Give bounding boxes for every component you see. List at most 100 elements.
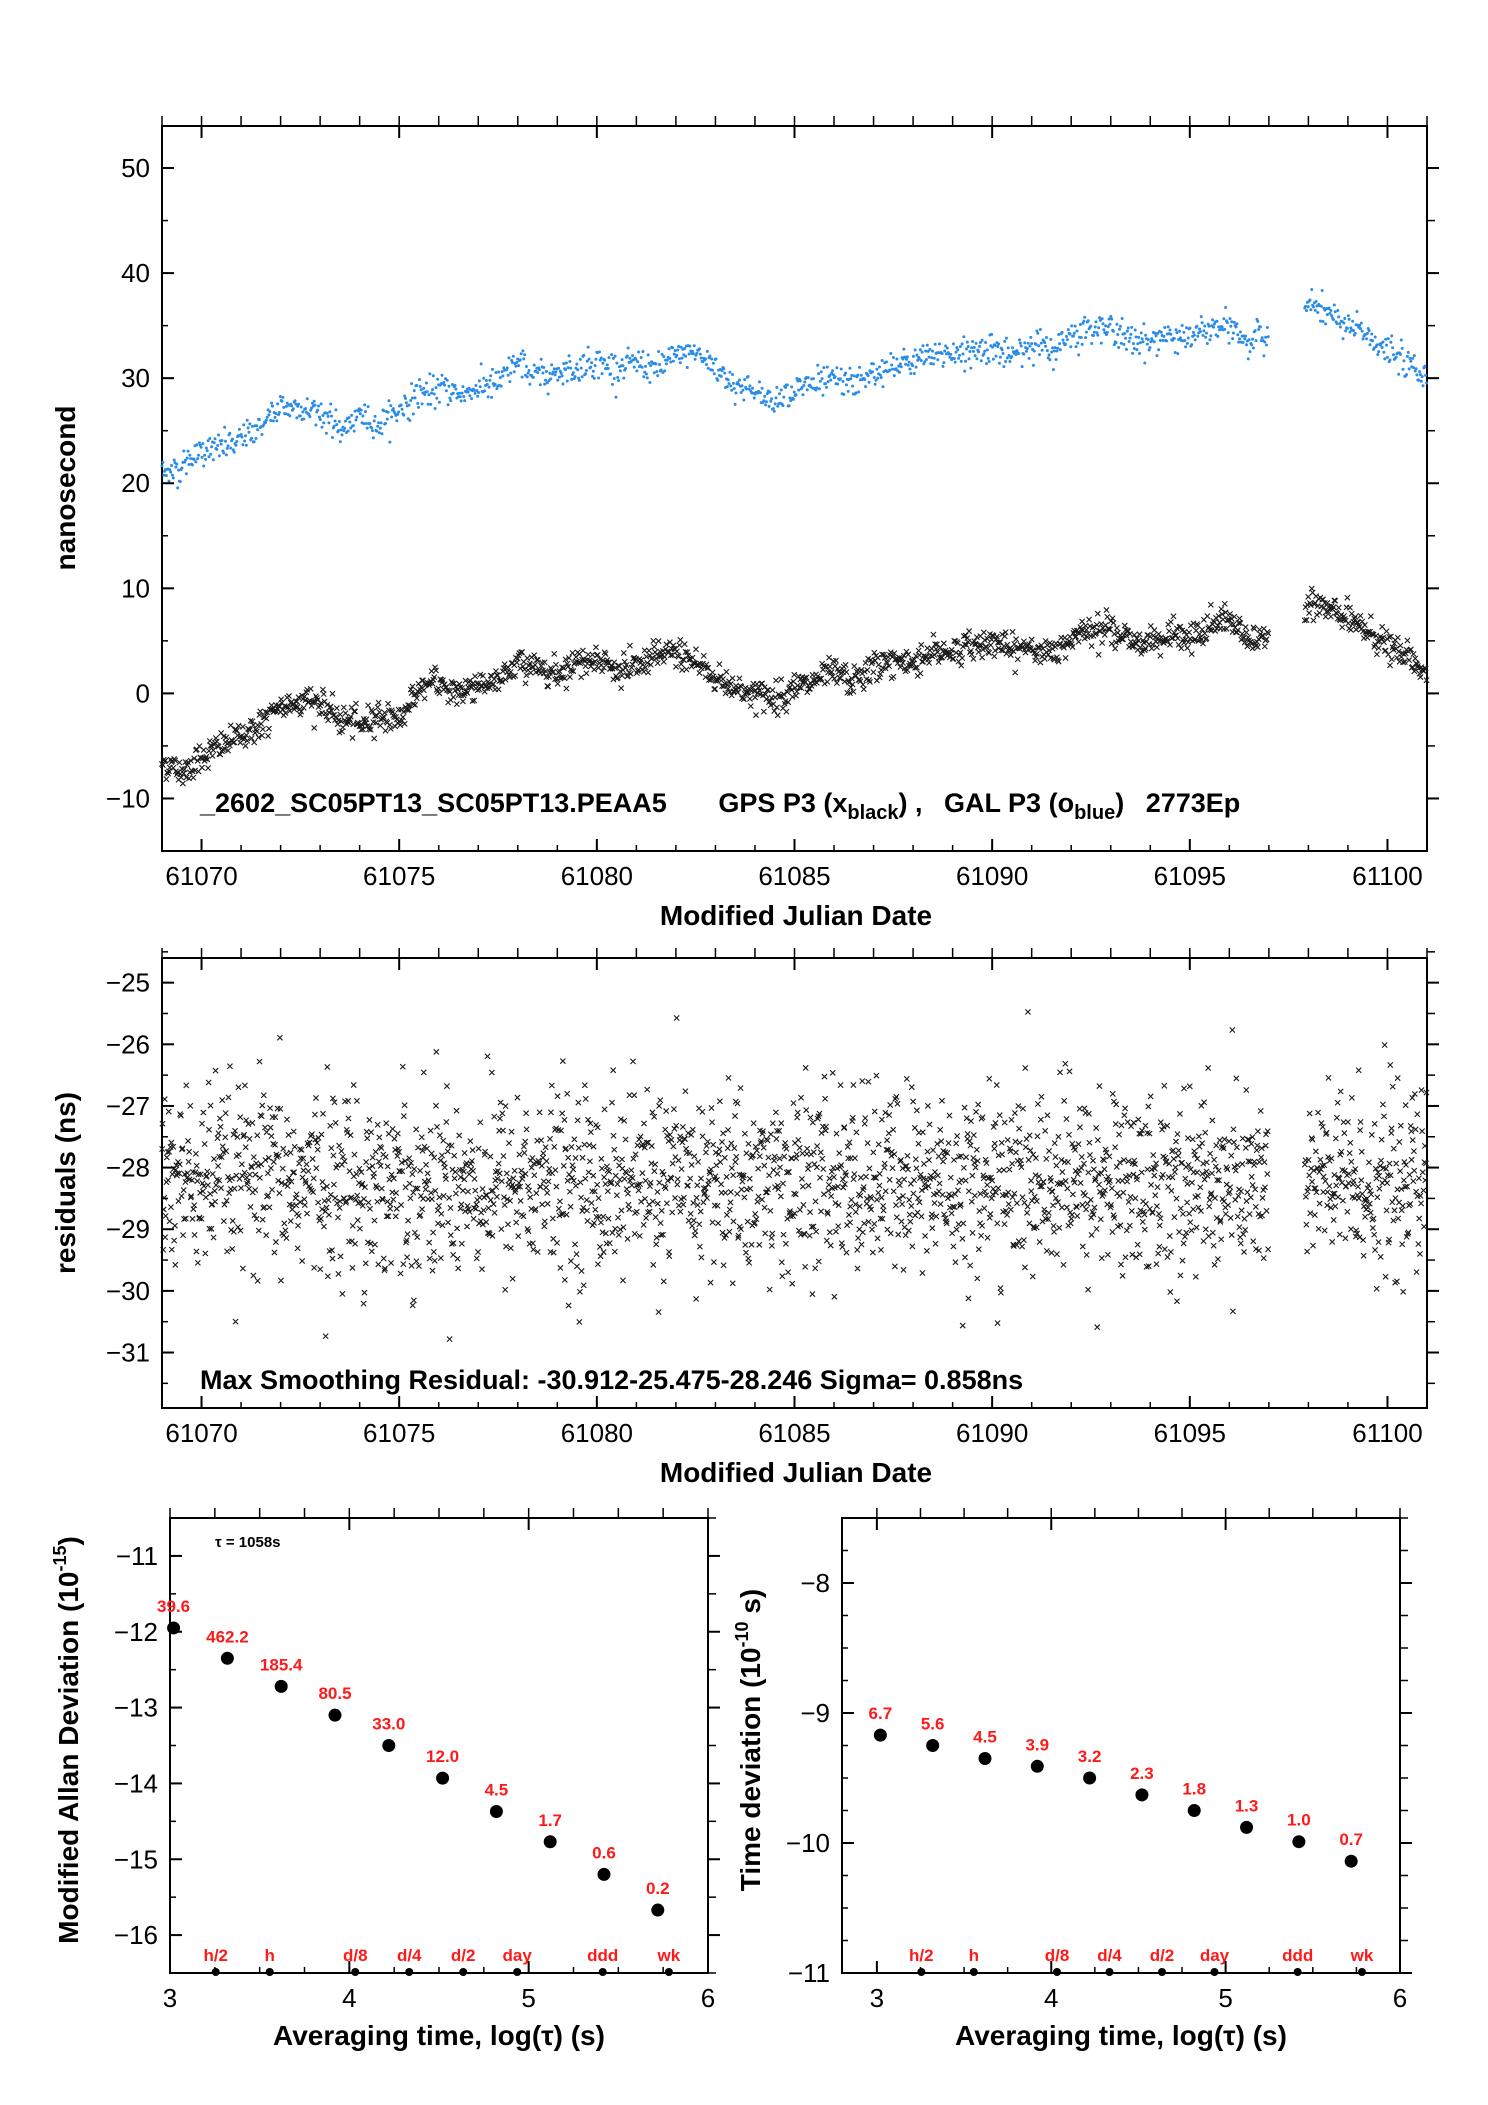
- gal-point: [188, 453, 192, 457]
- residual-point: [792, 1191, 799, 1198]
- gps-point: [192, 767, 199, 774]
- residual-point: [444, 1148, 451, 1155]
- residual-point: [451, 1175, 458, 1182]
- residual-point: [394, 1130, 401, 1137]
- residual-point: [570, 1166, 577, 1173]
- gal-point: [1375, 343, 1379, 347]
- residual-point: [572, 1182, 579, 1189]
- residual-point: [699, 1108, 706, 1115]
- residual-point: [590, 1172, 597, 1179]
- residual-point: [653, 1234, 660, 1241]
- residual-point: [367, 1240, 374, 1247]
- residual-point: [1094, 1324, 1101, 1331]
- residual-point: [1173, 1298, 1180, 1305]
- gal-point: [664, 362, 668, 366]
- gps-point: [1166, 628, 1173, 635]
- gps-point: [919, 658, 926, 665]
- residual-point: [780, 1231, 787, 1238]
- gal-point: [375, 429, 379, 433]
- residual-point: [1258, 1145, 1265, 1152]
- gps-point: [675, 653, 682, 660]
- residual-point: [578, 1194, 585, 1201]
- residual-point: [317, 1266, 324, 1273]
- gal-point: [908, 367, 912, 371]
- gal-point: [280, 399, 284, 403]
- gal-point: [628, 356, 632, 360]
- gal-point: [520, 375, 524, 379]
- gps-point: [841, 678, 848, 685]
- residual-point: [705, 1177, 712, 1184]
- gal-point: [789, 399, 793, 403]
- residual-point: [219, 1097, 226, 1104]
- residual-point: [922, 1232, 929, 1239]
- residual-point: [255, 1227, 262, 1234]
- gps-point: [986, 650, 993, 656]
- gal-point: [924, 358, 928, 362]
- residual-point: [564, 1090, 571, 1097]
- residual-point: [442, 1176, 449, 1183]
- gps-point: [1378, 635, 1385, 642]
- gal-point: [1154, 334, 1158, 338]
- residual-point: [541, 1218, 548, 1225]
- gal-point: [1142, 322, 1146, 326]
- gps-point: [223, 734, 230, 741]
- residual-point: [431, 1154, 438, 1161]
- residual-point: [561, 1276, 568, 1283]
- timeseries-axes: 61070 61075 61080 61085 61090 61095 6110050403…: [106, 116, 1439, 891]
- gal-point: [1083, 315, 1087, 319]
- residual-point: [718, 1181, 725, 1188]
- gps-point: [293, 698, 300, 705]
- gps-point: [451, 680, 458, 687]
- gps-point: [1352, 613, 1359, 620]
- gal-point: [255, 424, 259, 428]
- gps-point: [858, 667, 865, 674]
- gal-point: [1224, 306, 1228, 310]
- residual-point: [436, 1132, 443, 1139]
- residual-point: [1002, 1207, 1009, 1214]
- gps-point: [1423, 677, 1430, 684]
- residual-point: [480, 1207, 487, 1214]
- gps-point: [771, 707, 778, 714]
- residual-point: [983, 1160, 990, 1167]
- gal-point: [1137, 335, 1141, 339]
- gal-point: [1186, 336, 1190, 340]
- gal-point: [208, 436, 212, 440]
- gal-point: [663, 369, 667, 373]
- residual-point: [904, 1152, 911, 1159]
- gal-point: [590, 374, 594, 378]
- gal-point: [1131, 342, 1135, 346]
- gps-point: [1387, 662, 1393, 669]
- residual-point: [1088, 1231, 1095, 1238]
- residual-point: [372, 1148, 379, 1155]
- gal-point: [470, 397, 474, 401]
- gps-point: [1395, 648, 1402, 655]
- residual-point: [1045, 1216, 1052, 1223]
- residual-point: [1227, 1214, 1234, 1221]
- residual-point: [496, 1115, 503, 1122]
- gal-point: [1211, 318, 1215, 322]
- gal-point: [1407, 367, 1411, 371]
- gps-point: [1231, 613, 1238, 620]
- gal-point: [400, 407, 404, 411]
- gal-point: [197, 441, 201, 445]
- residual-point: [1005, 1189, 1012, 1196]
- residual-point: [419, 1206, 426, 1213]
- gal-point: [983, 349, 987, 353]
- residual-point: [214, 1135, 221, 1142]
- gal-point: [246, 426, 250, 430]
- gal-point: [220, 438, 224, 442]
- gal-point: [501, 374, 505, 378]
- residual-point: [753, 1216, 760, 1223]
- residual-point: [443, 1083, 450, 1090]
- residual-point: [1145, 1103, 1152, 1110]
- gal-point: [640, 365, 644, 369]
- residual-point: [969, 1229, 976, 1236]
- residual-point: [1220, 1145, 1227, 1152]
- residual-point: [962, 1177, 969, 1184]
- residual-point: [1202, 1129, 1209, 1136]
- gal-point: [461, 385, 465, 389]
- gal-point: [498, 376, 502, 380]
- gal-point: [1089, 324, 1093, 328]
- residual-point: [528, 1164, 535, 1171]
- residual-point: [966, 1138, 973, 1145]
